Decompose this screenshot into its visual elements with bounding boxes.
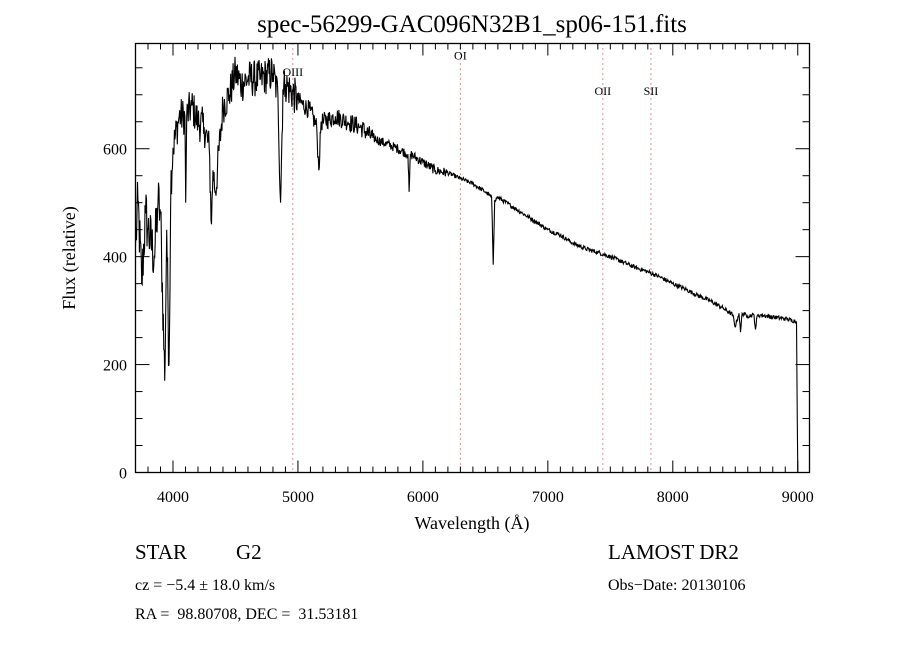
x-tick-label: 7000 [532,489,564,506]
spectral-line-label: OI [454,49,467,63]
x-tick-label: 6000 [407,489,439,506]
spectral-line-label: OIII [282,65,303,79]
spectral-line-label: SII [644,84,659,98]
spectral-line-markers: OIII OI OII SII [282,43,659,473]
object-class: STAR [135,540,187,564]
x-tick-label: 5000 [282,489,314,506]
tick-labels: 4000 5000 6000 7000 8000 9000 0 200 400 600 [103,142,814,506]
x-axis-label: Wavelength (Å) [414,513,529,534]
plot-frame [134,42,811,474]
y-tick-label: 0 [119,466,127,483]
x-tick-label: 8000 [657,489,689,506]
x-tick-label: 9000 [782,489,814,506]
survey-name: LAMOST DR2 [608,540,739,564]
spectrum-line [134,56,799,473]
obs-date: Obs−Date: 20130106 [608,577,745,594]
y-axis-label: Flux (relative) [59,206,80,309]
x-tick-label: 4000 [157,489,189,506]
object-subclass: G2 [236,540,262,564]
y-tick-label: 400 [103,250,127,267]
y-tick-label: 200 [103,358,127,375]
chart-title: spec-56299-GAC096N32B1_sp06-151.fits [257,11,687,38]
y-tick-label: 600 [103,142,127,159]
axis-ticks [135,43,810,473]
coordinates: RA = 98.80708, DEC = 31.53181 [135,606,358,623]
spectral-line-label: OII [594,84,611,98]
redshift-text: cz = −5.4 ± 18.0 km/s [135,577,275,594]
